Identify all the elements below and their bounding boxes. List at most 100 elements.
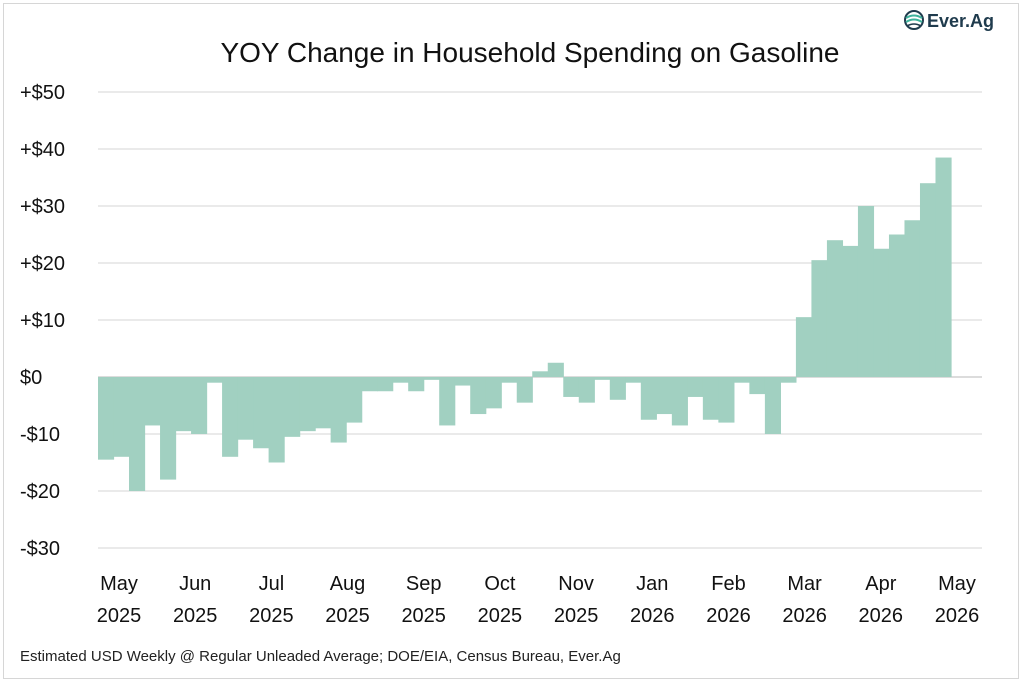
source-note: Estimated USD Weekly @ Regular Unleaded … <box>20 648 621 665</box>
bar-series <box>98 157 952 491</box>
y-tick-label: $0 <box>20 367 42 389</box>
y-tick-label: -$20 <box>20 481 60 503</box>
x-axis: May 2025 Jun 2025 Jul 2025 Aug 2025 Sep 2025 Oct 20… <box>97 573 980 627</box>
x-tick-year: 2025 <box>478 605 523 627</box>
bar <box>764 377 781 434</box>
y-tick-label: +$30 <box>20 196 65 218</box>
bar <box>346 377 363 423</box>
x-tick-label: Jun 2025 <box>173 573 218 627</box>
logo-text: Ever.Ag <box>927 11 994 31</box>
x-tick-month: Mar <box>787 573 822 595</box>
bar <box>160 377 177 480</box>
y-tick-label: +$50 <box>20 82 65 104</box>
bar <box>532 371 549 377</box>
bar <box>98 377 115 460</box>
bar <box>811 260 828 377</box>
bar <box>454 377 471 386</box>
x-tick-month: Oct <box>484 573 516 595</box>
bar <box>439 377 456 426</box>
y-tick-label: -$10 <box>20 424 60 446</box>
bar <box>191 377 208 434</box>
bar <box>578 377 595 403</box>
x-tick-year: 2026 <box>782 605 827 627</box>
x-tick-month: Apr <box>865 573 896 595</box>
bar <box>780 377 797 383</box>
x-tick-label: Jul 2025 <box>249 573 294 627</box>
bar <box>656 377 673 415</box>
chart-title: YOY Change in Household Spending on Gaso… <box>220 37 839 68</box>
x-tick-month: Jul <box>259 573 285 595</box>
x-tick-month: Nov <box>558 573 594 595</box>
x-tick-label: Nov 2025 <box>554 573 599 627</box>
y-tick-label: -$30 <box>20 538 60 560</box>
bar <box>330 377 347 443</box>
bar <box>671 377 688 426</box>
x-tick-label: Mar 2026 <box>782 573 827 627</box>
bar <box>888 234 906 377</box>
x-tick-year: 2026 <box>630 605 675 627</box>
x-tick-month: May <box>938 573 976 595</box>
bar <box>563 377 580 397</box>
y-tick-label: +$40 <box>20 139 65 161</box>
x-tick-label: Apr 2026 <box>859 573 904 627</box>
bar <box>733 377 750 383</box>
x-tick-year: 2025 <box>401 605 446 627</box>
bar <box>935 157 952 377</box>
x-tick-label: May 2026 <box>935 573 980 627</box>
x-tick-month: Sep <box>406 573 442 595</box>
x-tick-month: May <box>100 573 138 595</box>
bar <box>175 377 192 432</box>
x-tick-year: 2026 <box>706 605 751 627</box>
chart-frame <box>3 3 1019 679</box>
x-tick-label: Aug 2025 <box>325 573 370 627</box>
bar <box>206 377 223 383</box>
bar <box>516 377 533 403</box>
x-tick-month: Jun <box>179 573 211 595</box>
y-tick-label: +$10 <box>20 310 65 332</box>
bar <box>857 206 875 377</box>
logo: Ever.Ag <box>904 10 994 31</box>
bar <box>547 362 564 377</box>
bar <box>144 377 161 426</box>
x-tick-year: 2026 <box>859 605 904 627</box>
x-tick-year: 2025 <box>325 605 370 627</box>
bar <box>640 377 657 420</box>
y-axis: +$50 +$40 +$30 +$20 +$10 $0 -$10 -$20 -$30 <box>20 82 65 560</box>
bar <box>904 220 921 377</box>
bar <box>687 377 704 397</box>
x-tick-year: 2025 <box>249 605 294 627</box>
bar <box>842 245 859 377</box>
x-tick-month: Aug <box>330 573 366 595</box>
bar <box>702 377 719 420</box>
bar <box>594 377 611 380</box>
bar <box>408 377 425 392</box>
bar <box>299 377 316 432</box>
bar <box>361 377 378 392</box>
bar <box>315 377 332 429</box>
bar <box>873 248 890 377</box>
bar <box>609 377 626 400</box>
x-tick-label: Feb 2026 <box>706 573 751 627</box>
bar <box>501 377 518 383</box>
bar <box>237 377 254 440</box>
bar <box>222 377 239 457</box>
bar <box>113 377 130 457</box>
x-tick-year: 2025 <box>554 605 599 627</box>
y-tick-label: +$20 <box>20 253 65 275</box>
ever-ag-logo-icon <box>904 10 924 30</box>
bar <box>718 377 735 423</box>
bar <box>129 377 146 491</box>
x-tick-year: 2026 <box>935 605 980 627</box>
bar <box>826 240 844 377</box>
bar <box>423 377 440 380</box>
bar <box>485 377 502 409</box>
bar <box>253 377 270 449</box>
bar <box>470 377 487 415</box>
bar <box>377 377 394 392</box>
bar <box>392 377 409 383</box>
x-tick-year: 2025 <box>97 605 142 627</box>
x-tick-year: 2025 <box>173 605 218 627</box>
x-tick-month: Feb <box>711 573 745 595</box>
bar <box>919 183 937 377</box>
